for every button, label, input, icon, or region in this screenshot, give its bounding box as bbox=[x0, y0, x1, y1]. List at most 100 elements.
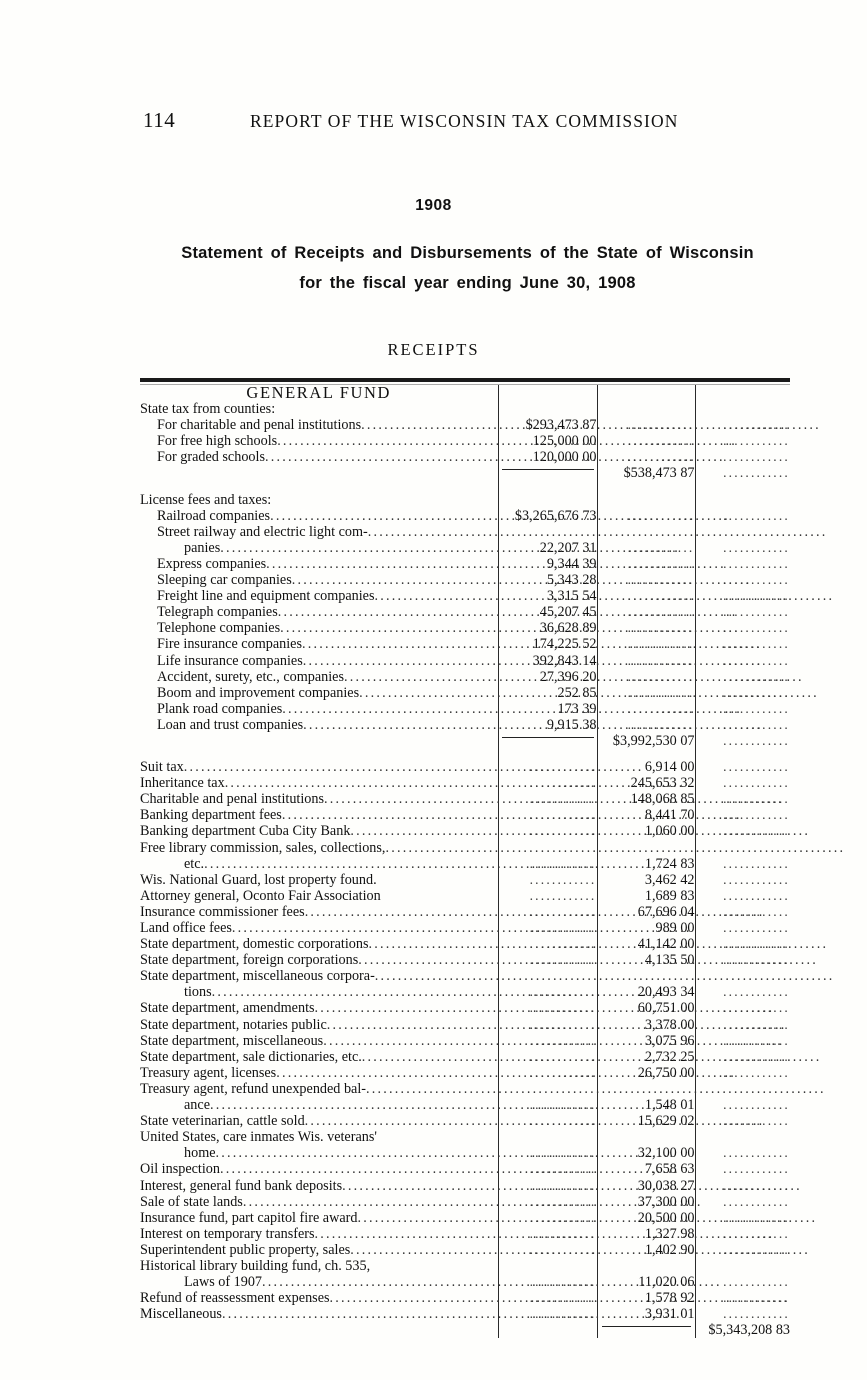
placeholder-dots: ............ bbox=[529, 1290, 597, 1306]
leader-dots: ........................................… bbox=[359, 684, 819, 701]
fund-heading-row: GENERAL FUND bbox=[140, 384, 790, 402]
placeholder-dots: ............ bbox=[529, 920, 597, 935]
row-label-cell: State department, sale dictionaries, etc… bbox=[140, 1048, 819, 1065]
placeholder-dots: ............ bbox=[529, 759, 597, 775]
placeholder-dots: ............ bbox=[529, 1193, 597, 1209]
amount-value: 45,207 45 bbox=[539, 604, 597, 621]
leader-dots: ........................................… bbox=[314, 1225, 775, 1242]
placeholder-dots: ............ bbox=[723, 1193, 790, 1209]
row-label: State tax from counties: bbox=[140, 401, 498, 417]
row-label-text: Miscellaneous bbox=[140, 1306, 222, 1323]
table-top-rule-secondary bbox=[140, 384, 790, 385]
row-label: tions ..................................… bbox=[140, 984, 669, 1000]
placeholder-dots: ............ bbox=[723, 700, 790, 716]
empty-amount bbox=[597, 491, 696, 508]
row-label: State department, miscellaneous corpora-… bbox=[140, 968, 832, 984]
amount-value: 32,100 00 bbox=[637, 1145, 695, 1162]
spacer-cell bbox=[695, 482, 790, 492]
leader-dots: ........................................… bbox=[281, 807, 742, 824]
detail-row: Plank road companies ...................… bbox=[140, 700, 790, 717]
detail-amount: 392,843 14 bbox=[498, 652, 598, 669]
empty-amount bbox=[695, 401, 790, 417]
row-label-text: Street railway and electric light com- bbox=[157, 523, 368, 540]
detail-amount: $293,473 87 bbox=[498, 417, 598, 434]
row-label-cell: panies .................................… bbox=[140, 539, 678, 556]
detail-placeholder: ............ bbox=[498, 791, 598, 808]
detail-row: For charitable and penal institutions ..… bbox=[140, 417, 819, 434]
empty-cell bbox=[498, 385, 598, 402]
detail-amount: 45,207 45 bbox=[498, 604, 598, 621]
amount-value: 1,578 92 bbox=[644, 1290, 695, 1307]
row-label: Suit tax ...............................… bbox=[140, 759, 641, 775]
amount-value: $538,473 87 bbox=[623, 465, 695, 482]
placeholder-dots: ............ bbox=[529, 1306, 597, 1322]
row-label: Inheritance tax ........................… bbox=[140, 775, 682, 791]
row-label-cell: Charitable and penal institutions ......… bbox=[140, 791, 782, 808]
item-amount: 4,135 50 bbox=[597, 952, 696, 969]
detail-row: Telegraph companies ....................… bbox=[140, 604, 790, 621]
detail-placeholder: ............ bbox=[498, 1290, 598, 1307]
placeholder-dots: ............ bbox=[627, 555, 695, 571]
row-label-text: Insurance fund, part capitol fire award bbox=[140, 1209, 358, 1226]
subtotal-placeholder: ............ bbox=[597, 555, 696, 573]
total-placeholder: ............ bbox=[695, 636, 790, 652]
detail-placeholder: ............ bbox=[498, 1177, 598, 1194]
detail-row: Fire insurance companies ...............… bbox=[140, 636, 790, 653]
leader-dots: ........................................… bbox=[303, 716, 763, 733]
amount-value: $293,473 87 bbox=[525, 417, 597, 434]
item-row: Treasury agent, refund unexpended bal- .… bbox=[140, 1080, 824, 1098]
leader-dots: ........................................… bbox=[220, 1161, 680, 1178]
amount-value: 1,327 98 bbox=[644, 1225, 695, 1242]
row-label: State department, foreign corporations .… bbox=[140, 952, 816, 968]
subtotal-placeholder: ............ bbox=[597, 417, 696, 434]
row-label: Plank road companies ...................… bbox=[140, 701, 740, 717]
row-label-cell: Miscellaneous ..........................… bbox=[140, 1306, 680, 1323]
row-label-cell: Inheritance tax ........................… bbox=[140, 775, 682, 792]
placeholder-dots: ............ bbox=[529, 887, 597, 903]
placeholder-dots: ............ bbox=[529, 807, 597, 823]
placeholder-dots: ............ bbox=[723, 936, 790, 952]
spacer-cell bbox=[695, 749, 790, 759]
item-row: Charitable and penal institutions ......… bbox=[140, 791, 790, 808]
placeholder-dots: ............ bbox=[529, 775, 597, 791]
row-label-cell: Telephone companies ....................… bbox=[140, 620, 738, 637]
row-label-text: Laws of 1907 bbox=[184, 1274, 263, 1291]
empty-amount bbox=[597, 401, 696, 418]
detail-amount: 3,315 54 bbox=[498, 588, 598, 605]
total-placeholder: ............ bbox=[695, 701, 790, 717]
running-title: REPORT OF THE WISCONSIN TAX COMMISSION bbox=[250, 111, 679, 131]
detail-placeholder: ............ bbox=[498, 775, 598, 792]
item-amount: 1,578 92 bbox=[597, 1290, 696, 1307]
detail-amount: 27,396 20 bbox=[498, 668, 598, 685]
placeholder-dots: ............ bbox=[627, 433, 695, 449]
subtotal-placeholder: ............ bbox=[597, 433, 696, 450]
total-placeholder: ............ bbox=[695, 669, 790, 685]
detail-placeholder: ............ bbox=[498, 1161, 598, 1178]
placeholder-dots: ............ bbox=[723, 604, 790, 620]
amount-value: 30,038 27 bbox=[637, 1177, 695, 1194]
placeholder-dots: ............ bbox=[723, 417, 790, 433]
item-amount: 37,300 00 bbox=[597, 1193, 696, 1210]
placeholder-dots: ............ bbox=[723, 588, 790, 604]
total-placeholder: ............ bbox=[695, 572, 790, 588]
leader-dots: ........................................… bbox=[242, 1193, 703, 1210]
amount-value: 173 39 bbox=[557, 700, 597, 717]
total-placeholder: ............ bbox=[695, 1242, 790, 1258]
placeholder-dots: ............ bbox=[723, 652, 790, 668]
row-label: Fire insurance companies ...............… bbox=[140, 636, 760, 652]
item-amount: 148,068 85 bbox=[597, 791, 696, 808]
item-row: Miscellaneous ..........................… bbox=[140, 1306, 790, 1323]
total-placeholder: ............ bbox=[695, 759, 790, 775]
placeholder-dots: ............ bbox=[723, 1209, 790, 1225]
row-label-cell: Life insurance companies ...............… bbox=[140, 652, 760, 669]
leader-dots: ........................................… bbox=[385, 839, 846, 856]
placeholder-dots: ............ bbox=[723, 1000, 790, 1016]
placeholder-dots: ............ bbox=[529, 1016, 597, 1032]
detail-placeholder: ............ bbox=[498, 1032, 598, 1049]
amount-value: 26,750 00 bbox=[637, 1064, 695, 1081]
amount-value: 8,441 70 bbox=[644, 807, 695, 824]
total-placeholder: ............ bbox=[695, 433, 790, 449]
item-row: State department, miscellaneous ........… bbox=[140, 1032, 790, 1049]
row-label-text: Interest on temporary transfers bbox=[140, 1225, 315, 1242]
placeholder-dots: ............ bbox=[723, 1097, 790, 1113]
